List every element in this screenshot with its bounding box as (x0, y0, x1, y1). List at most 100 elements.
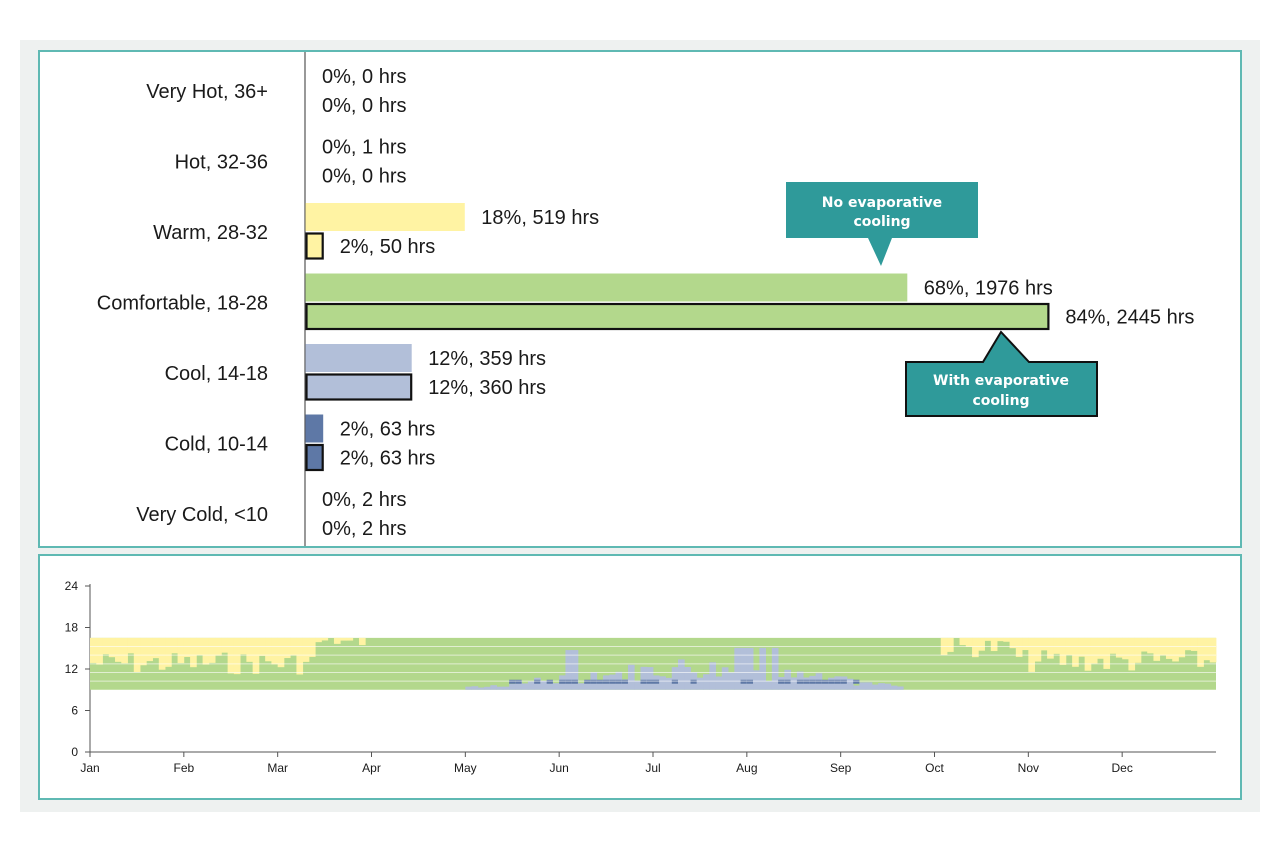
heatmap-warm-cell (1209, 637, 1217, 663)
callout-box-no-evaporative-cooling (786, 182, 978, 266)
callout-line-with-evaporative-cooling-1: With evaporative (933, 373, 1069, 389)
heatmap-warm-cell (115, 637, 122, 662)
category-label-cool-14-18: Cool, 14-18 (165, 363, 268, 385)
heatmap-warm-cell (1165, 637, 1173, 659)
heatmap-cold-cell (640, 679, 647, 684)
heatmap-cold-cell (828, 679, 835, 684)
heatmap-warm-cell (221, 637, 229, 653)
heatmap-warm-cell (321, 637, 329, 641)
heatmap-cool-cell (696, 677, 704, 690)
heatmap-warm-cell (283, 637, 291, 659)
heatmap-warm-cell (358, 637, 366, 646)
bar-with-evaporative-cooling-comfortable-18-28 (305, 302, 1050, 331)
heatmap-cool-cell (465, 686, 472, 690)
heatmap-warm-cell (1134, 637, 1142, 663)
heatmap-warm-cell (1072, 637, 1079, 667)
data-label-no-evaporative-cooling-warm-28-32: 18%, 519 hrs (481, 207, 599, 229)
heatmap-cool-cell (871, 684, 879, 690)
heatmap-cool-cell (596, 682, 604, 690)
heatmap-warm-cell (997, 637, 1004, 642)
heatmap-cool-cell (884, 683, 892, 690)
heatmap-cool-cell (640, 666, 648, 690)
x-tick-label-may: May (454, 761, 477, 775)
callout-line-with-evaporative-cooling-2: cooling (972, 393, 1029, 409)
heatmap-warm-cell (121, 637, 128, 664)
heatmap-warm-cell (984, 637, 992, 641)
heatmap-warm-cell (140, 637, 147, 666)
heatmap-warm-cell (1090, 637, 1098, 664)
heatmap-cold-cell (590, 679, 597, 684)
data-label-no-evaporative-cooling-cool-14-18: 12%, 359 hrs (428, 348, 546, 370)
heatmap-cool-cell (634, 680, 641, 690)
data-label-with-evaporative-cooling-very-hot-36: 0%, 0 hrs (322, 95, 406, 117)
bar-with-evaporative-cooling-warm-28-32 (305, 232, 324, 260)
heatmap-warm-cell (1147, 637, 1154, 654)
category-label-cold-10-14: Cold, 10-14 (165, 434, 268, 456)
heatmap-cool-cell (521, 683, 529, 690)
heatmap-warm-cell (252, 637, 260, 674)
heatmap-cool-cell (659, 676, 666, 690)
heatmap-cool-cell (765, 681, 773, 690)
heatmap-warm-cell (246, 637, 254, 662)
heatmap-cool-cell (471, 686, 479, 690)
heatmap-cool-cell (703, 674, 710, 690)
heatmap-cool-cell (571, 650, 579, 690)
heatmap-warm-cell (346, 637, 354, 641)
bar-no-evaporative-cooling-cold-10-14 (305, 414, 324, 443)
heatmap-warm-cell (1109, 637, 1117, 654)
heatmap-warm-cell (1140, 637, 1148, 652)
heatmap-warm-cell (202, 637, 210, 665)
heatmap-cold-cell (509, 679, 516, 684)
heatmap-cold-cell (815, 679, 822, 684)
heatmap-cool-cell (790, 677, 798, 690)
heatmap-warm-cell (947, 637, 954, 652)
heatmap-warm-cell (296, 637, 304, 675)
heatmap-warm-cell (1040, 637, 1048, 651)
heatmap-cool-cell (627, 664, 635, 690)
x-tick-label-sep: Sep (830, 761, 852, 775)
heatmap-warm-cell (96, 637, 103, 665)
heatmap-warm-cell (277, 637, 285, 668)
x-tick-label-dec: Dec (1111, 761, 1132, 775)
heatmap-cool-cell (740, 647, 748, 690)
heatmap-warm-cell (1034, 637, 1042, 662)
category-label-comfortable-18-28: Comfortable, 18-28 (97, 293, 268, 315)
x-tick-label-jan: Jan (80, 761, 99, 775)
heatmap-warm-cell (171, 637, 178, 654)
heatmap-cold-cell (840, 679, 847, 684)
heatmap-warm-cell (1059, 637, 1067, 665)
heatmap-cool-cell (890, 685, 898, 690)
heatmap-cold-cell (609, 679, 616, 684)
distribution-bar-chart: Very Hot, 36+ 0%, 0 hrs 0%, 0 hrs Hot, 32-3… (97, 52, 1194, 546)
heatmap-cold-cell (596, 679, 603, 684)
heatmap-cool-cell (665, 677, 673, 690)
bar-with-evaporative-cooling-cold-10-14 (305, 443, 324, 472)
data-label-no-evaporative-cooling-very-hot-36: 0%, 0 hrs (322, 66, 406, 88)
heatmap-warm-cell (1172, 637, 1179, 662)
heatmap-warm-cell (1103, 637, 1111, 669)
y-tick-label-6: 6 (71, 704, 78, 718)
heatmap-warm-cell (308, 637, 316, 657)
heatmap-cold-cell (746, 679, 754, 684)
heatmap-cold-cell (559, 679, 566, 684)
heatmap-warm-cell (1003, 637, 1010, 642)
heatmap-cold-cell (671, 679, 679, 684)
data-label-no-evaporative-cooling-very-cold-10: 0%, 2 hrs (322, 489, 406, 511)
callout-box-with-evaporative-cooling (905, 330, 1098, 417)
heatmap-warm-cell (108, 637, 116, 658)
heatmap-warm-cell (1084, 637, 1092, 671)
heatmap-cold-cell (809, 679, 816, 684)
x-tick-label-oct: Oct (925, 761, 944, 775)
callout-no-evaporative-cooling: No evaporative cooling (786, 182, 978, 266)
heatmap-warm-cell (177, 637, 185, 664)
data-label-with-evaporative-cooling-cool-14-18: 12%, 360 hrs (428, 377, 546, 399)
heatmap-warm-cell (90, 637, 97, 663)
heatmap-cold-cell (602, 679, 610, 684)
data-label-with-evaporative-cooling-very-cold-10: 0%, 2 hrs (322, 518, 406, 540)
x-tick-label-aug: Aug (736, 761, 757, 775)
data-label-no-evaporative-cooling-hot-32-36: 0%, 1 hrs (322, 137, 406, 159)
heatmap-cold-cell (571, 679, 578, 684)
heatmap-cool-cell (721, 667, 729, 690)
y-tick-label-12: 12 (65, 662, 79, 676)
heatmap-cool-cell (509, 683, 516, 690)
